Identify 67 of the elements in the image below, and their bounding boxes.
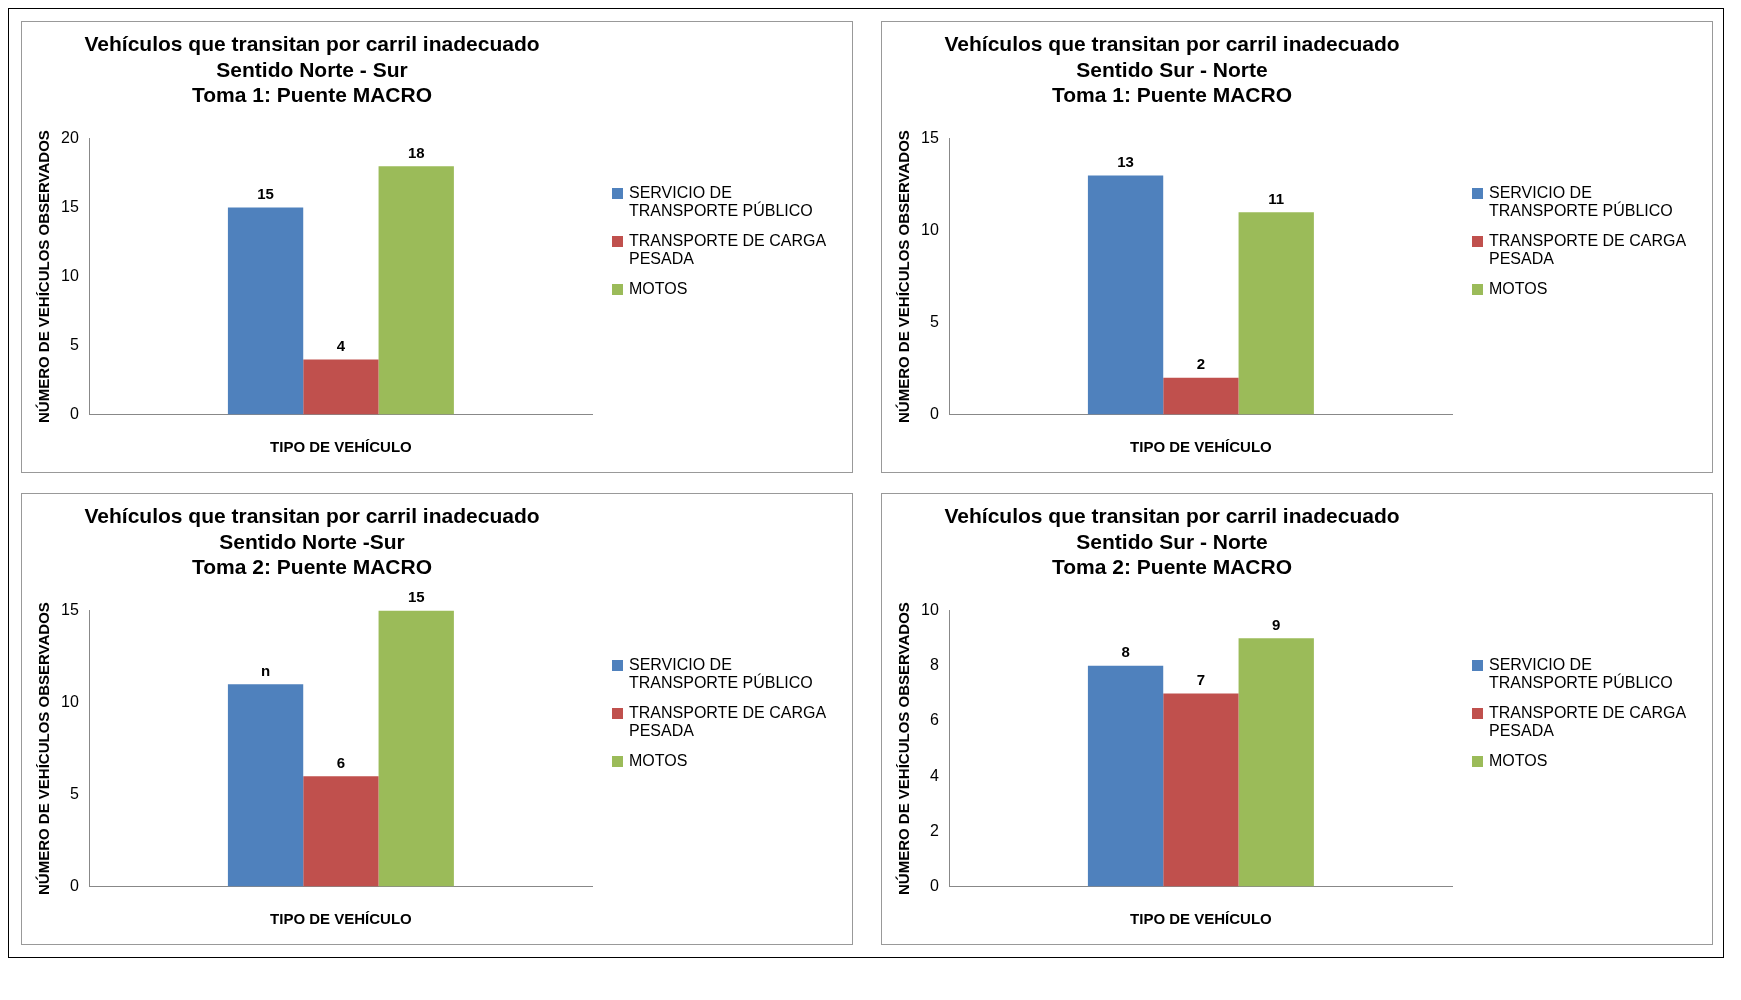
data-label: 9 — [1272, 615, 1281, 633]
y-axis-title: NÚMERO DE VEHÍCULOS OBSERVADOS — [895, 130, 913, 424]
legend-label: TRANSPORTE DE CARGA PESADA — [629, 232, 827, 268]
legend-label: SERVICIO DE TRANSPORTE PÚBLICO — [1489, 184, 1674, 220]
bar — [378, 166, 454, 415]
legend-label: SERVICIO DE TRANSPORTE PÚBLICO — [1489, 656, 1674, 692]
data-label: n — [260, 661, 271, 679]
data-label: 18 — [407, 143, 425, 161]
x-axis-title: TIPO DE VEHÍCULO — [1130, 910, 1273, 928]
legend-label: MOTOS — [1489, 752, 1548, 770]
bar — [1087, 665, 1164, 887]
y-tick-label: 2 — [929, 821, 939, 839]
x-axis-title: TIPO DE VEHÍCULO — [270, 910, 413, 928]
legend-label: SERVICIO DE TRANSPORTE PÚBLICO — [629, 184, 814, 220]
y-tick-label: 0 — [69, 405, 79, 423]
chart-title: Vehículos que transitan por carril inadecuado Sentido Sur - Norte Toma 2: Puente MACRO — [944, 504, 1400, 578]
y-axis-title: NÚMERO DE VEHÍCULOS OBSERVADOS — [35, 602, 53, 896]
bar — [227, 207, 304, 415]
y-axis-title: NÚMERO DE VEHÍCULOS OBSERVADOS — [35, 130, 53, 424]
bar — [1238, 638, 1314, 887]
y-tick-label: 15 — [61, 198, 79, 216]
bar — [1087, 175, 1164, 415]
x-axis-title: TIPO DE VEHÍCULO — [270, 438, 413, 456]
data-label: 15 — [407, 588, 425, 606]
data-label: 13 — [1117, 153, 1134, 171]
y-tick-label: 4 — [929, 766, 939, 784]
bar — [303, 359, 379, 415]
x-axis-title: TIPO DE VEHÍCULO — [1130, 438, 1273, 456]
y-tick-label: 10 — [921, 221, 939, 239]
bar — [227, 684, 304, 887]
y-tick-label: 15 — [61, 601, 79, 619]
bar — [1238, 212, 1314, 415]
y-tick-label: 0 — [929, 405, 939, 423]
legend-label: TRANSPORTE DE CARGA PESADA — [1489, 232, 1687, 268]
data-label: 7 — [1196, 671, 1206, 689]
data-label: 15 — [257, 185, 274, 203]
y-tick-label: 10 — [61, 693, 79, 711]
bar — [1163, 693, 1239, 887]
bar — [378, 610, 454, 887]
y-tick-label: 5 — [929, 313, 939, 331]
y-tick-label: 15 — [921, 129, 939, 147]
legend-label: MOTOS — [629, 752, 688, 770]
data-label: 6 — [336, 753, 346, 771]
y-tick-label: 20 — [61, 129, 79, 147]
legend-label: MOTOS — [1489, 280, 1548, 298]
chart-title: Vehículos que transitan por carril inadecuado Sentido Sur - Norte Toma 1: Puente MACRO — [944, 32, 1400, 106]
chart-title: Vehículos que transitan por carril inadecuado Sentido Norte - Sur Toma 1: Puente MACRO — [84, 32, 540, 106]
y-tick-label: 6 — [929, 711, 939, 729]
legend-label: TRANSPORTE DE CARGA PESADA — [629, 704, 827, 740]
data-label: 8 — [1121, 643, 1130, 661]
data-label: 4 — [336, 337, 346, 355]
legend-label: SERVICIO DE TRANSPORTE PÚBLICO — [629, 656, 814, 692]
chart-title: Vehículos que transitan por carril inadecuado Sentido Norte -Sur Toma 2: Puente MACRO — [84, 504, 540, 578]
y-tick-label: 10 — [61, 267, 79, 285]
data-label: 2 — [1196, 355, 1206, 373]
y-axis-title: NÚMERO DE VEHÍCULOS OBSERVADOS — [895, 602, 913, 896]
y-tick-label: 5 — [69, 785, 79, 803]
y-tick-label: 0 — [929, 877, 939, 895]
y-tick-label: 10 — [921, 601, 939, 619]
bar — [303, 776, 379, 887]
bar — [1163, 377, 1239, 415]
legend-label: MOTOS — [629, 280, 688, 298]
y-tick-label: 0 — [69, 877, 79, 895]
legend-label: TRANSPORTE DE CARGA PESADA — [1489, 704, 1687, 740]
y-tick-label: 5 — [69, 336, 79, 354]
data-label: 11 — [1268, 189, 1285, 207]
y-tick-label: 8 — [929, 656, 939, 674]
